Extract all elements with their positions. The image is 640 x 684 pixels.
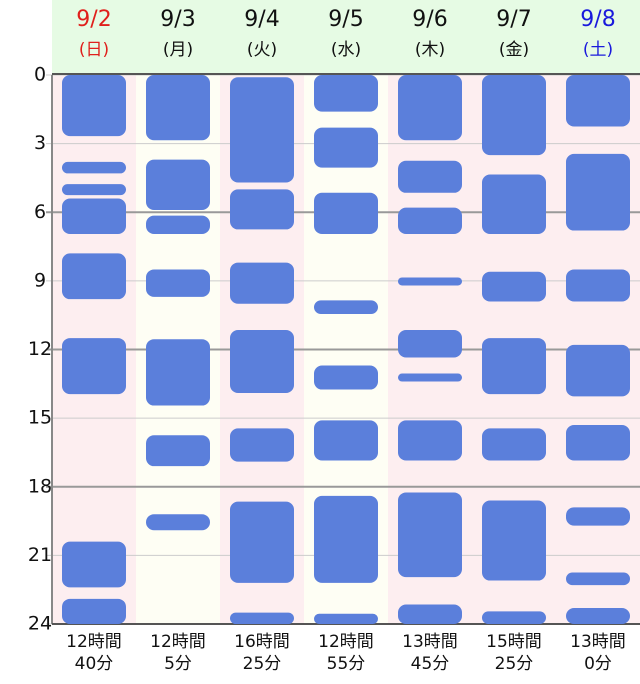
y-tick-label: 6 (34, 201, 46, 223)
sleep-bar (398, 75, 462, 141)
sleep-bar (566, 344, 630, 397)
sleep-bar (398, 330, 462, 358)
total-label: 15時間 (486, 632, 542, 652)
y-tick-label: 24 (28, 613, 52, 635)
sleep-bar (230, 612, 294, 624)
sleep-bar (146, 435, 210, 467)
sleep-bar (482, 75, 546, 156)
sleep-bar (146, 269, 210, 297)
sleep-bar (314, 365, 378, 390)
sleep-bar (146, 75, 210, 141)
weekday-label: (火) (247, 40, 277, 60)
sleep-bar (482, 500, 546, 581)
sleep-bar (314, 420, 378, 461)
sleep-bar (314, 495, 378, 583)
total-label: 25分 (495, 654, 534, 674)
sleep-bar (146, 159, 210, 210)
y-tick-label: 15 (28, 407, 52, 429)
date-label: 9/4 (244, 7, 279, 32)
weekday-label: (水) (331, 40, 361, 60)
sleep-bar (398, 160, 462, 193)
sleep-bar (230, 189, 294, 230)
total-label: 12時間 (66, 632, 122, 652)
sleep-bar (230, 501, 294, 583)
sleep-bar (62, 75, 126, 137)
sleep-bar (482, 428, 546, 461)
sleep-bar (230, 77, 294, 183)
date-label: 9/8 (580, 7, 615, 32)
sleep-bar (230, 330, 294, 393)
total-label: 40分 (75, 654, 114, 674)
date-label: 9/2 (76, 7, 111, 32)
date-label: 9/5 (328, 7, 363, 32)
weekday-label: (土) (583, 40, 613, 60)
y-tick-label: 12 (28, 338, 52, 360)
total-label: 25分 (243, 654, 282, 674)
sleep-bar (398, 207, 462, 234)
sleep-bar (566, 572, 630, 586)
sleep-bar (566, 424, 630, 461)
total-label: 45分 (411, 654, 450, 674)
sleep-bar (314, 192, 378, 234)
y-tick-label: 21 (28, 544, 52, 566)
sleep-bar (482, 611, 546, 624)
sleep-bar (62, 198, 126, 234)
header-background (52, 0, 640, 73)
y-tick-label: 0 (34, 64, 46, 86)
sleep-bar (62, 161, 126, 174)
weekday-label: (日) (79, 40, 109, 60)
total-label: 55分 (327, 654, 366, 674)
date-label: 9/7 (496, 7, 531, 32)
total-label: 0分 (584, 654, 612, 674)
sleep-bar (314, 613, 378, 624)
sleep-bar (62, 184, 126, 196)
sleep-bar (566, 75, 630, 127)
sleep-bar (398, 492, 462, 578)
sleep-bar (146, 339, 210, 406)
sleep-bar (146, 514, 210, 531)
y-tick-label: 18 (28, 475, 52, 497)
sleep-bar (398, 277, 462, 286)
total-label: 12時間 (150, 632, 206, 652)
sleep-bar (398, 420, 462, 461)
y-tick-label: 3 (34, 132, 46, 154)
weekday-label: (木) (415, 40, 445, 60)
weekday-label: (金) (499, 40, 529, 60)
sleep-bar (230, 428, 294, 462)
sleep-bar (146, 215, 210, 234)
sleep-bar (398, 373, 462, 382)
total-label: 16時間 (234, 632, 290, 652)
sleep-bar (62, 598, 126, 624)
sleep-bar (482, 174, 546, 234)
sleep-bar (482, 271, 546, 302)
sleep-bar (230, 262, 294, 304)
weekday-label: (月) (163, 40, 193, 60)
sleep-bar (566, 507, 630, 526)
y-tick-label: 9 (34, 269, 46, 291)
total-label: 12時間 (318, 632, 374, 652)
sleep-bar (566, 269, 630, 302)
total-label: 13時間 (402, 632, 458, 652)
sleep-bar (314, 127, 378, 168)
sleep-bar (62, 541, 126, 588)
sleep-bar (62, 338, 126, 395)
date-label: 9/6 (412, 7, 447, 32)
sleep-bar (398, 604, 462, 624)
date-label: 9/3 (160, 7, 195, 32)
sleep-bar (482, 338, 546, 395)
sleep-bar (62, 253, 126, 300)
total-label: 5分 (164, 654, 192, 674)
sleep-bar (314, 75, 378, 112)
total-label: 13時間 (570, 632, 626, 652)
sleep-bar (566, 153, 630, 231)
sleep-bar (314, 300, 378, 315)
sleep-bar (566, 607, 630, 624)
